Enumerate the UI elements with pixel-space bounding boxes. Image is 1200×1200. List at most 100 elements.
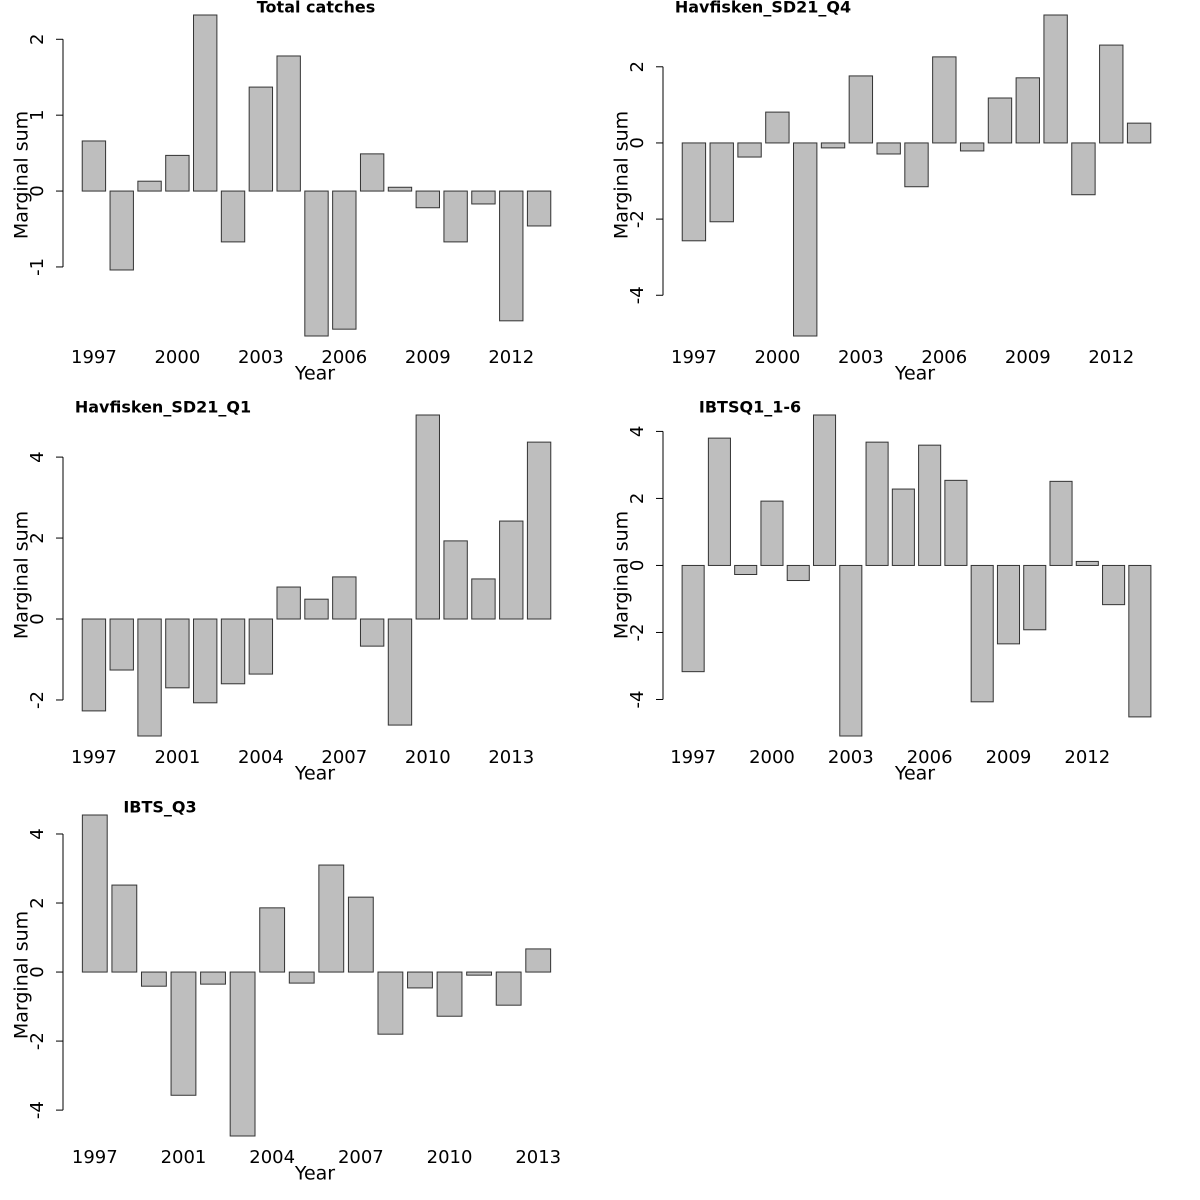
chart-title: Total catches (257, 0, 375, 17)
x-tick-label: 2003 (828, 747, 874, 768)
bar (1102, 564, 1126, 606)
bar (865, 441, 889, 566)
x-tick-label: 1997 (71, 747, 117, 768)
bar (987, 97, 1013, 144)
x-tick-label: 1997 (71, 347, 117, 368)
x-tick-label: 2009 (1005, 347, 1051, 368)
x-tick-label: 2004 (249, 1147, 295, 1168)
x-axis-label: Year (294, 1163, 335, 1185)
bar (81, 140, 107, 192)
bar (466, 971, 493, 976)
bar (737, 142, 762, 158)
y-axis-label: Marginal sum (11, 511, 33, 639)
y-tick-label: -4 (627, 691, 648, 709)
x-tick-label: 2003 (238, 347, 284, 368)
bar (137, 180, 162, 192)
y-tick-label: 0 (27, 613, 48, 624)
bar (288, 971, 315, 984)
x-tick-label: 2001 (161, 1147, 207, 1168)
bar (495, 971, 522, 1006)
y-tick-label: 0 (627, 137, 648, 148)
bar (499, 520, 524, 620)
x-tick-label: 1997 (670, 747, 716, 768)
bar (359, 153, 385, 192)
y-tick-label: 1 (27, 109, 48, 120)
bar (526, 441, 552, 620)
bar (137, 618, 162, 737)
bar (793, 142, 818, 337)
y-tick-label: 2 (27, 897, 48, 908)
x-tick-label: 2000 (154, 347, 200, 368)
chart-title: IBTS_Q3 (123, 798, 196, 817)
x-axis-label: Year (894, 363, 935, 385)
bar (387, 618, 413, 726)
bar (276, 55, 301, 192)
bar (848, 75, 874, 144)
y-tick-label: -2 (627, 623, 648, 641)
bar (220, 618, 246, 685)
x-tick-label: 2001 (154, 747, 200, 768)
bar (1075, 560, 1099, 566)
y-tick-label: 2 (27, 34, 48, 45)
y-tick-label: -4 (27, 1101, 48, 1119)
bar (165, 618, 190, 689)
bar (200, 971, 226, 985)
bar (526, 190, 552, 227)
x-tick-label: 2012 (1064, 747, 1110, 768)
y-tick-label: -2 (27, 691, 48, 709)
y-tick-label: 2 (627, 61, 648, 72)
y-axis-label: Marginal sum (611, 111, 633, 239)
y-tick-label: -2 (627, 210, 648, 228)
bar (707, 437, 731, 566)
y-tick-label: 2 (627, 493, 648, 504)
bar (1015, 77, 1040, 144)
bar (347, 896, 374, 973)
chart-title: IBTSQ1_1-6 (699, 398, 801, 417)
bar (111, 884, 138, 973)
x-tick-label: 2010 (405, 747, 451, 768)
y-tick-label: 4 (27, 451, 48, 462)
y-tick-label: -4 (627, 286, 648, 304)
bar (109, 190, 134, 271)
bar (259, 907, 286, 973)
x-tick-label: 2004 (238, 747, 284, 768)
bar (681, 564, 705, 673)
bar (904, 142, 929, 188)
x-tick-label: 2006 (907, 747, 953, 768)
bar (377, 971, 404, 1035)
x-tick-label: 2012 (1088, 347, 1134, 368)
bar (1099, 44, 1124, 144)
bar (876, 142, 901, 155)
x-axis-label: Year (294, 363, 335, 385)
bar (471, 190, 496, 205)
bar (1126, 122, 1152, 144)
x-tick-label: 2009 (405, 347, 451, 368)
bar (996, 564, 1021, 645)
x-tick-label: 2006 (921, 347, 967, 368)
y-tick-label: 0 (627, 560, 648, 571)
bar (248, 618, 274, 675)
bar (165, 154, 190, 192)
bar (304, 598, 329, 620)
bar (140, 971, 167, 987)
bar (443, 190, 468, 243)
bar (415, 190, 440, 209)
bar (471, 578, 496, 620)
bar (891, 488, 915, 566)
bar (443, 540, 468, 620)
bar (109, 618, 134, 671)
bar (944, 479, 968, 566)
bar (387, 186, 413, 192)
bar (436, 971, 463, 1017)
x-tick-label: 2009 (986, 747, 1032, 768)
x-tick-label: 2003 (838, 347, 884, 368)
x-tick-label: 2012 (488, 347, 534, 368)
bar (970, 564, 994, 703)
bar (220, 190, 246, 243)
bar (499, 190, 524, 322)
x-tick-label: 1997 (72, 1147, 118, 1168)
bar (1023, 564, 1047, 631)
x-tick-label: 2010 (427, 1147, 473, 1168)
bar (1071, 142, 1096, 196)
